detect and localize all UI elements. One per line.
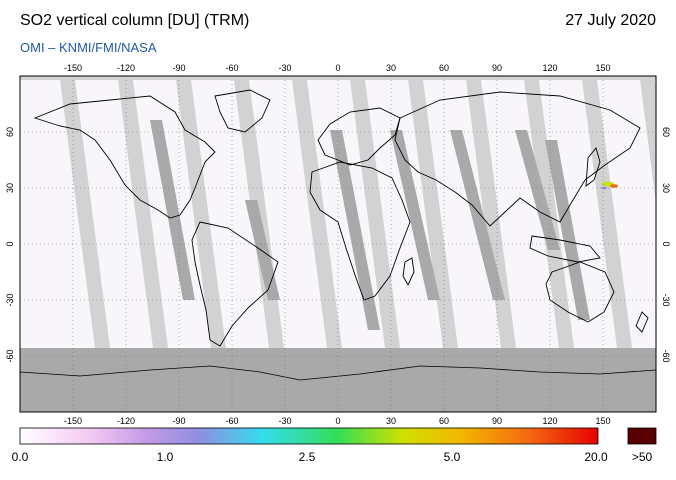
lon-tick-label-top: -90 [172, 63, 185, 73]
lat-tick-label-left: 30 [5, 183, 15, 193]
lon-tick-label-top: 90 [492, 63, 502, 73]
lon-tick-label-bottom: -60 [225, 416, 238, 426]
lon-tick-label-bottom: 120 [542, 416, 557, 426]
lon-tick-label-top: -150 [64, 63, 82, 73]
lon-tick-label-bottom: 90 [492, 416, 502, 426]
lat-tick-label-right: -60 [661, 349, 671, 362]
lon-tick-label-top: 150 [595, 63, 610, 73]
lon-tick-label-bottom: 30 [386, 416, 396, 426]
tick-labels: -150 -150 -120 -120 -90 -90 -60 -60 -30 -30 0 0 30 30… [5, 63, 671, 426]
lat-tick-label-left: -30 [5, 293, 15, 306]
lat-tick-label-right: 30 [661, 183, 671, 193]
lon-tick-label-top: 0 [335, 63, 340, 73]
map-title: SO2 vertical column [DU] (TRM) [20, 12, 250, 29]
colorbar-overflow-label: >50 [631, 450, 653, 464]
colorbar-label-2: 2.5 [298, 450, 316, 464]
orbit-gaps [60, 80, 656, 348]
lat-tick-label-right: 0 [661, 241, 671, 246]
lon-tick-label-top: 120 [542, 63, 557, 73]
lon-tick-label-top: 30 [386, 63, 396, 73]
lon-tick-label-bottom: -120 [117, 416, 135, 426]
colorbar-label-1: 1.0 [156, 450, 174, 464]
colorbar [19, 427, 599, 445]
lat-tick-label-right: 60 [661, 127, 671, 137]
lon-tick-label-top: -60 [225, 63, 238, 73]
map-frame [19, 75, 657, 413]
colorbar-label-4: 20.0 [584, 450, 608, 464]
lon-tick-label-bottom: -150 [64, 416, 82, 426]
lat-tick-label-right: -30 [661, 293, 671, 306]
lat-tick-label-left: -60 [5, 349, 15, 362]
colorbar-overflow-box [627, 427, 657, 445]
colorbar-label-3: 5.0 [443, 450, 461, 464]
lon-tick-label-bottom: 0 [335, 416, 340, 426]
data-source-credit: OMI – KNMI/FMI/NASA [20, 40, 157, 55]
lat-tick-label-left: 60 [5, 127, 15, 137]
lon-tick-label-top: 60 [439, 63, 449, 73]
graticule [20, 76, 656, 412]
lon-tick-label-bottom: 60 [439, 416, 449, 426]
lon-tick-label-bottom: 150 [595, 416, 610, 426]
lon-tick-label-top: -30 [278, 63, 291, 73]
lon-tick-label-bottom: -30 [278, 416, 291, 426]
colorbar-label-0: 0.0 [11, 450, 29, 464]
map-date: 27 July 2020 [565, 12, 656, 29]
lat-tick-label-left: 0 [5, 241, 15, 246]
lon-tick-label-bottom: -90 [172, 416, 185, 426]
lon-tick-label-top: -120 [117, 63, 135, 73]
